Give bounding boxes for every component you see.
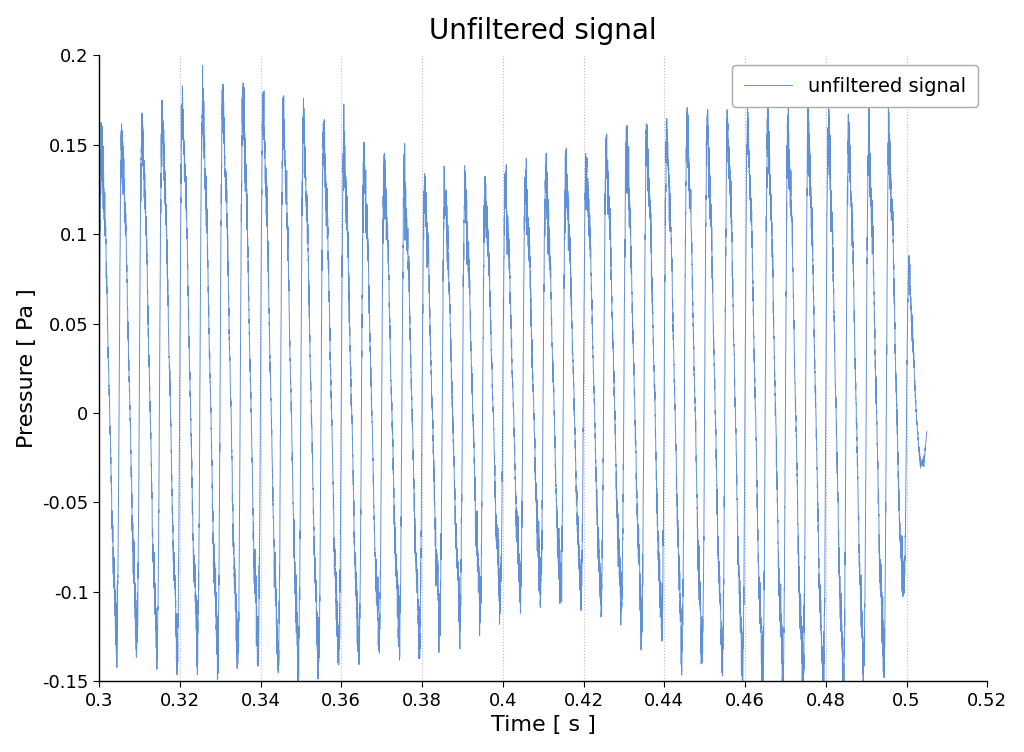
unfiltered signal bbox=[93, 379, 105, 388]
unfiltered signal bbox=[197, 61, 209, 70]
unfiltered signal bbox=[921, 427, 933, 436]
X-axis label: Time [ s ]: Time [ s ] bbox=[490, 715, 596, 735]
unfiltered signal bbox=[763, 169, 775, 178]
unfiltered signal bbox=[207, 511, 219, 520]
unfiltered signal bbox=[125, 449, 137, 458]
Y-axis label: Pressure [ Pa ]: Pressure [ Pa ] bbox=[16, 289, 37, 448]
Line: unfiltered signal: unfiltered signal bbox=[99, 65, 927, 706]
Title: Unfiltered signal: Unfiltered signal bbox=[429, 17, 657, 44]
unfiltered signal bbox=[575, 566, 588, 575]
unfiltered signal bbox=[797, 702, 809, 711]
unfiltered signal bbox=[650, 472, 663, 481]
Legend: unfiltered signal: unfiltered signal bbox=[732, 65, 978, 108]
unfiltered signal bbox=[428, 490, 440, 499]
